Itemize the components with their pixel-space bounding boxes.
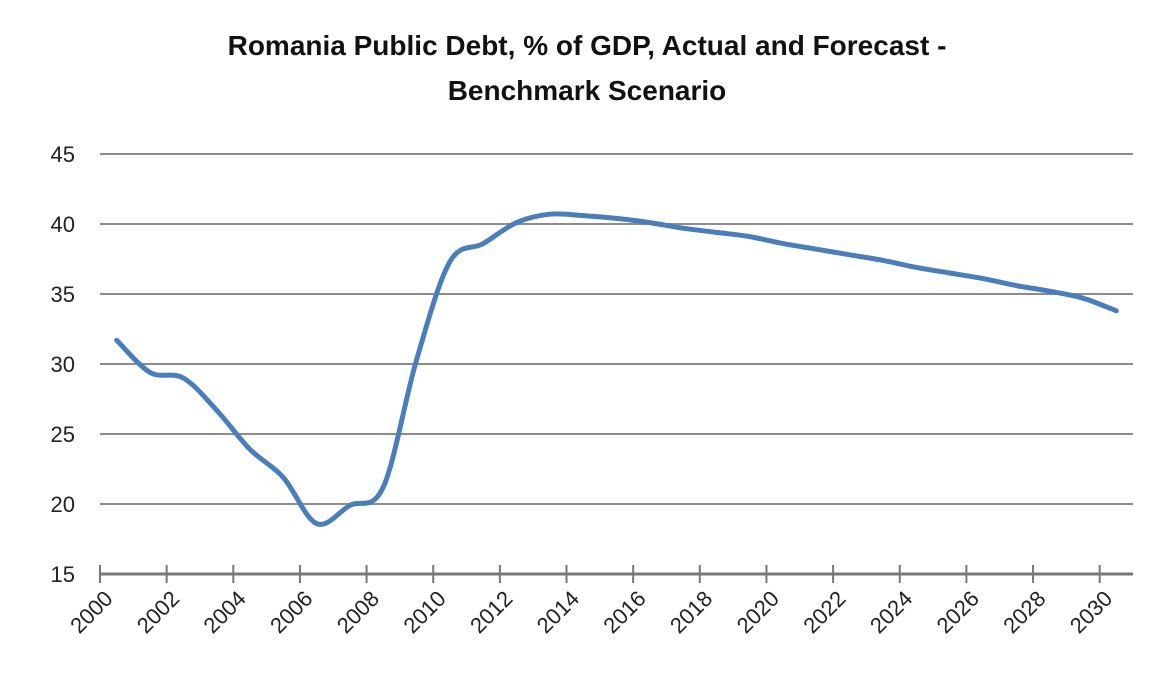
x-tick-label: 2016 <box>598 586 650 638</box>
y-tick-label: 45 <box>51 142 75 167</box>
y-tick-label: 30 <box>51 352 75 377</box>
x-tick-label: 2002 <box>132 586 184 638</box>
y-tick-label: 20 <box>51 492 75 517</box>
x-tick-label: 2014 <box>532 586 584 638</box>
x-tick-label: 2006 <box>265 586 317 638</box>
x-tick-label: 2012 <box>465 586 517 638</box>
y-tick-label: 15 <box>51 562 75 587</box>
series-line-public-debt <box>114 211 1119 527</box>
x-tick-label: 2018 <box>665 586 717 638</box>
x-tick-label: 2020 <box>732 586 784 638</box>
chart-title-line-1: Romania Public Debt, % of GDP, Actual an… <box>228 30 947 61</box>
x-tick-label: 2000 <box>65 586 117 638</box>
y-tick-label: 40 <box>51 212 75 237</box>
x-tick-label: 2028 <box>998 586 1050 638</box>
x-tick-label: 2026 <box>932 586 984 638</box>
x-tick-label: 2008 <box>332 586 384 638</box>
y-tick-label: 35 <box>51 282 75 307</box>
x-tick-label: 2030 <box>1065 586 1117 638</box>
x-tick-label: 2022 <box>798 586 850 638</box>
x-tick-label: 2004 <box>199 586 251 638</box>
chart-title-line-2: Benchmark Scenario <box>448 75 727 106</box>
x-tick-label: 2010 <box>398 586 450 638</box>
x-tick-label: 2024 <box>865 586 917 638</box>
y-tick-label: 25 <box>51 422 75 447</box>
